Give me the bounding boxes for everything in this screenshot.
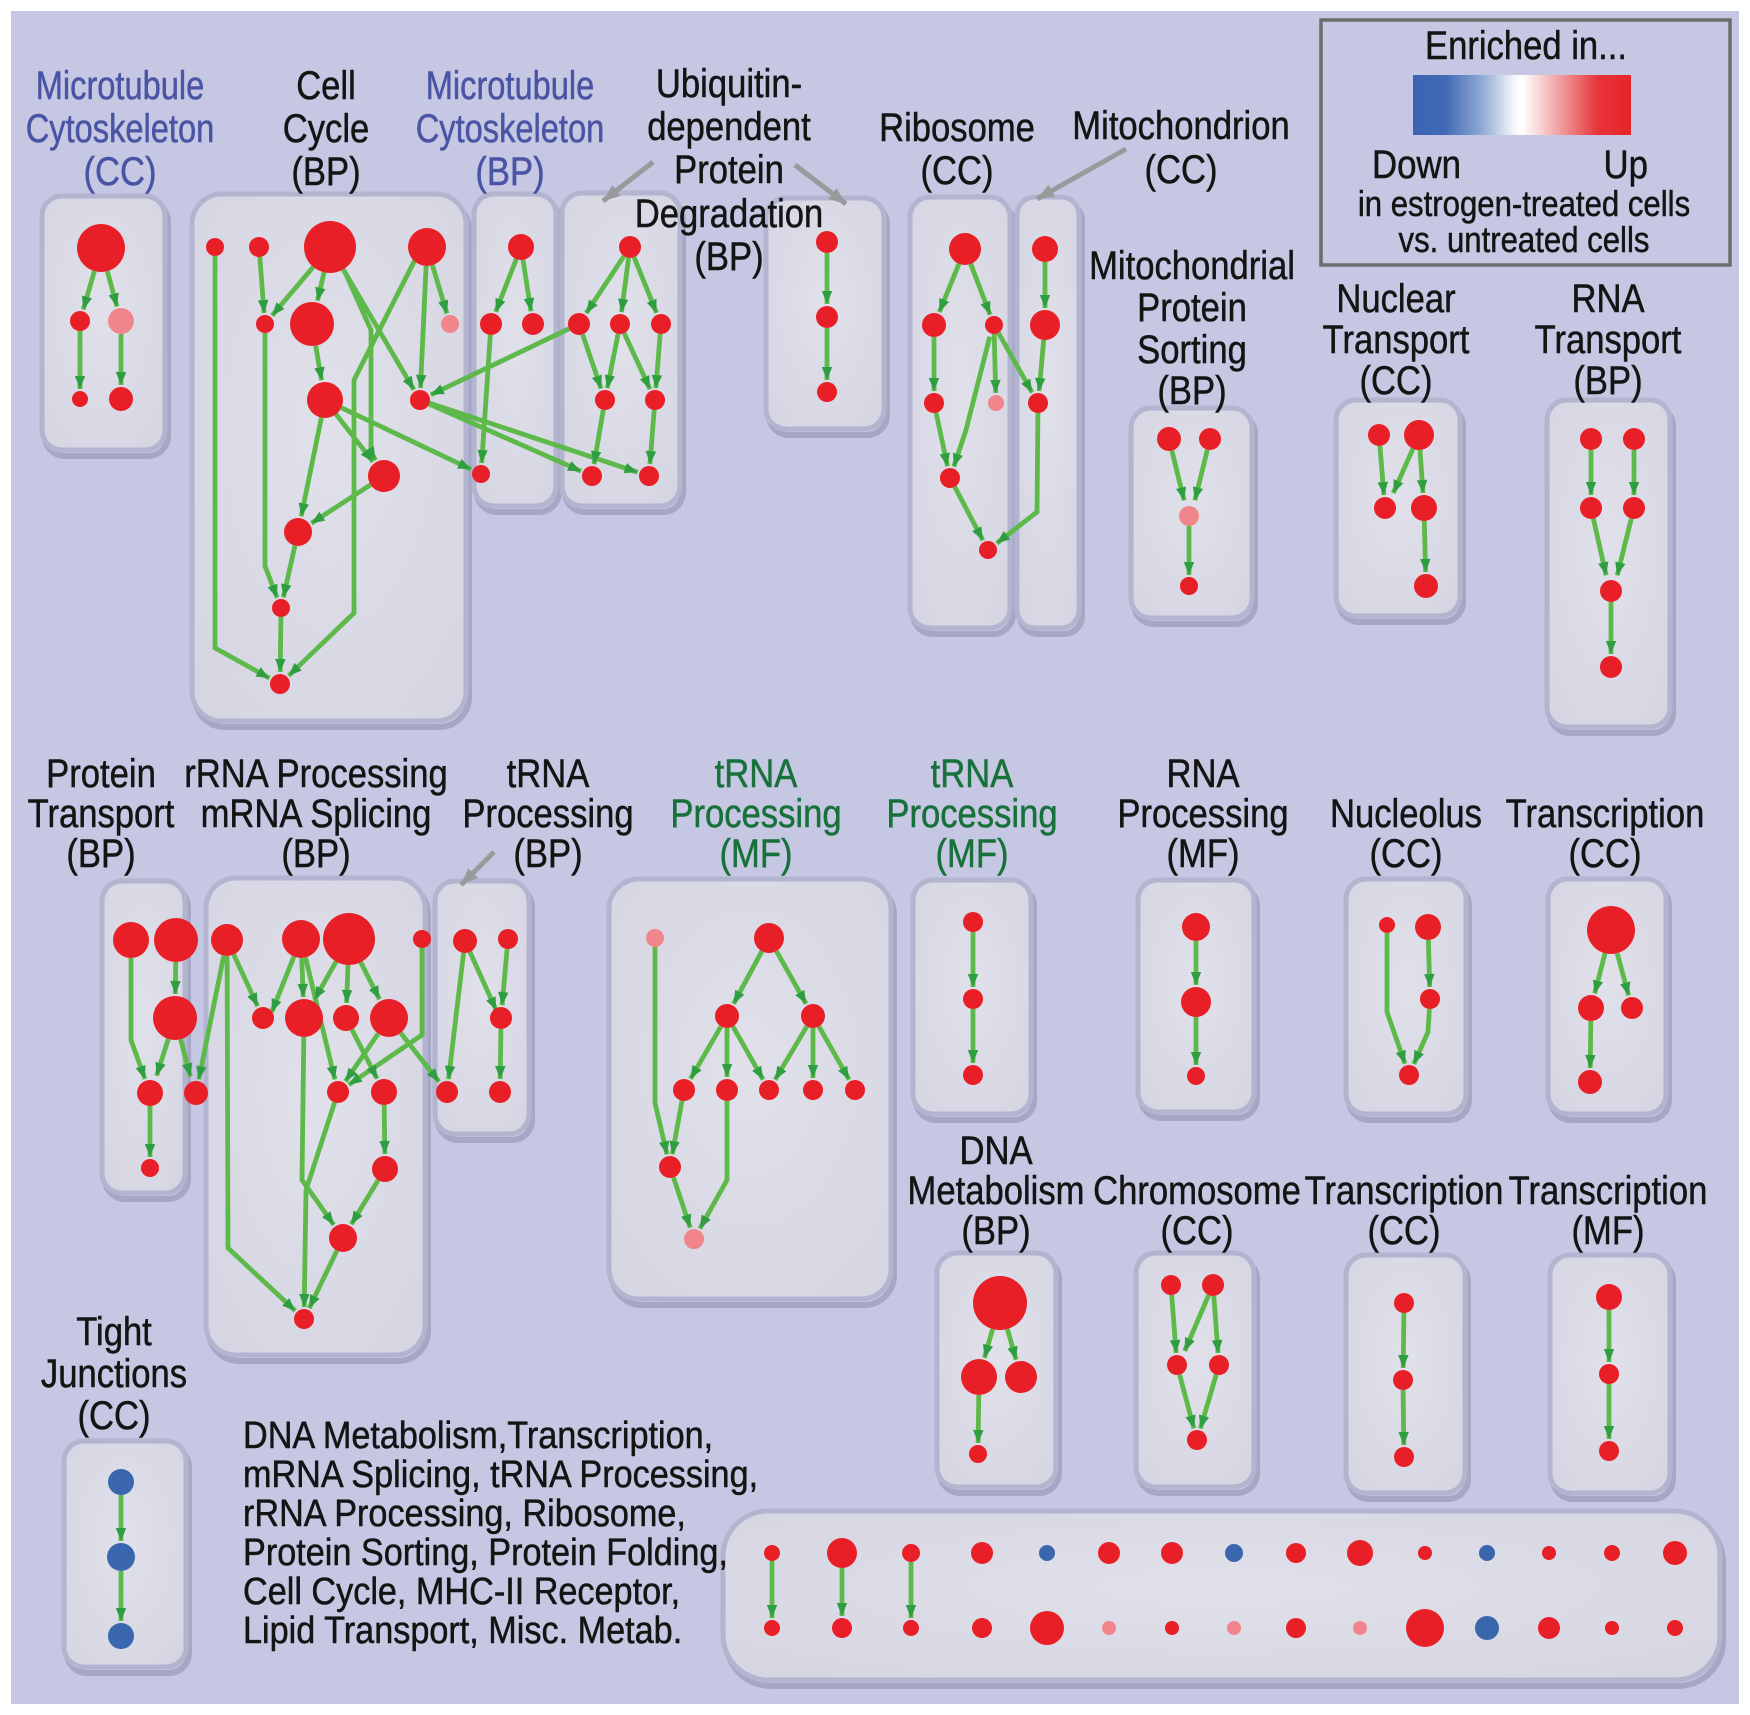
svg-text:Tight: Tight [76,1310,152,1354]
svg-text:Processing: Processing [670,792,841,836]
svg-text:(BP): (BP) [694,235,763,279]
svg-text:(CC): (CC) [84,150,157,194]
svg-text:(CC): (CC) [1370,832,1443,876]
svg-text:Enriched in...: Enriched in... [1425,24,1627,68]
svg-text:Protein: Protein [1137,286,1247,330]
svg-text:RNA: RNA [1166,752,1239,796]
svg-text:Down: Down [1372,143,1461,187]
svg-text:DNA Metabolism,Transcription,: DNA Metabolism,Transcription, [243,1415,713,1457]
svg-text:DNA: DNA [959,1129,1032,1173]
svg-text:Transcription: Transcription [1506,792,1705,836]
svg-text:Ribosome: Ribosome [879,106,1035,150]
svg-text:tRNA: tRNA [931,752,1014,796]
svg-text:Transport: Transport [28,792,175,836]
svg-text:(BP): (BP) [1573,359,1642,403]
svg-text:rRNA Processing: rRNA Processing [184,752,448,796]
svg-text:(BP): (BP) [291,150,360,194]
svg-text:Microtubule: Microtubule [426,64,595,108]
svg-text:Transcription: Transcription [1305,1169,1504,1213]
svg-text:Nucleolus: Nucleolus [1330,792,1482,836]
svg-text:(CC): (CC) [1360,359,1433,403]
svg-text:Cell: Cell [296,64,356,108]
svg-text:Processing: Processing [462,792,633,836]
svg-text:Processing: Processing [1117,792,1288,836]
svg-text:(CC): (CC) [1569,832,1642,876]
svg-text:(BP): (BP) [1157,369,1226,413]
svg-text:(CC): (CC) [1368,1209,1441,1253]
svg-text:Protein: Protein [674,148,784,192]
svg-text:Lipid Transport, Misc. Metab.: Lipid Transport, Misc. Metab. [243,1610,682,1652]
svg-text:Nuclear: Nuclear [1336,277,1455,321]
svg-text:Mitochondrion: Mitochondrion [1072,104,1289,148]
svg-text:Degradation: Degradation [635,192,824,236]
svg-text:mRNA Splicing, tRNA Processing: mRNA Splicing, tRNA Processing, [243,1454,758,1496]
svg-text:(BP): (BP) [961,1209,1030,1253]
svg-text:vs. untreated cells: vs. untreated cells [1399,219,1650,260]
svg-text:Cytoskeleton: Cytoskeleton [26,107,215,151]
svg-text:Transport: Transport [1323,318,1470,362]
svg-text:Up: Up [1604,143,1649,187]
svg-text:tRNA: tRNA [715,752,798,796]
svg-text:(BP): (BP) [66,832,135,876]
svg-text:Protein Sorting, Protein Foldi: Protein Sorting, Protein Folding, [243,1532,728,1574]
svg-text:rRNA Processing, Ribosome,: rRNA Processing, Ribosome, [243,1493,686,1535]
svg-text:Metabolism: Metabolism [908,1169,1085,1213]
svg-text:Junctions: Junctions [41,1352,187,1396]
svg-text:Cytoskeleton: Cytoskeleton [416,107,605,151]
svg-text:(BP): (BP) [513,832,582,876]
svg-text:Cell Cycle, MHC-II Receptor,: Cell Cycle, MHC-II Receptor, [243,1571,680,1613]
svg-text:Transcription: Transcription [1509,1169,1708,1213]
svg-text:Protein: Protein [46,752,156,796]
svg-text:Transport: Transport [1535,318,1682,362]
svg-text:mRNA Splicing: mRNA Splicing [201,792,432,836]
svg-text:(MF): (MF) [720,832,793,876]
svg-text:(MF): (MF) [936,832,1009,876]
svg-text:(BP): (BP) [475,150,544,194]
svg-text:(CC): (CC) [78,1394,151,1438]
svg-text:(MF): (MF) [1167,832,1240,876]
svg-text:dependent: dependent [647,105,811,149]
svg-text:(CC): (CC) [1145,148,1218,192]
svg-text:in estrogen-treated cells: in estrogen-treated cells [1358,183,1690,224]
svg-text:(CC): (CC) [921,149,994,193]
svg-text:Sorting: Sorting [1137,328,1247,372]
svg-text:tRNA: tRNA [507,752,590,796]
svg-text:Cycle: Cycle [283,107,370,151]
svg-text:Microtubule: Microtubule [36,64,205,108]
svg-text:(MF): (MF) [1572,1209,1645,1253]
svg-text:Processing: Processing [886,792,1057,836]
svg-text:Ubiquitin-: Ubiquitin- [656,62,802,106]
svg-text:RNA: RNA [1571,277,1644,321]
svg-text:Mitochondrial: Mitochondrial [1089,244,1295,288]
svg-text:(CC): (CC) [1161,1209,1234,1253]
svg-text:(BP): (BP) [281,832,350,876]
svg-text:Chromosome: Chromosome [1093,1169,1301,1213]
